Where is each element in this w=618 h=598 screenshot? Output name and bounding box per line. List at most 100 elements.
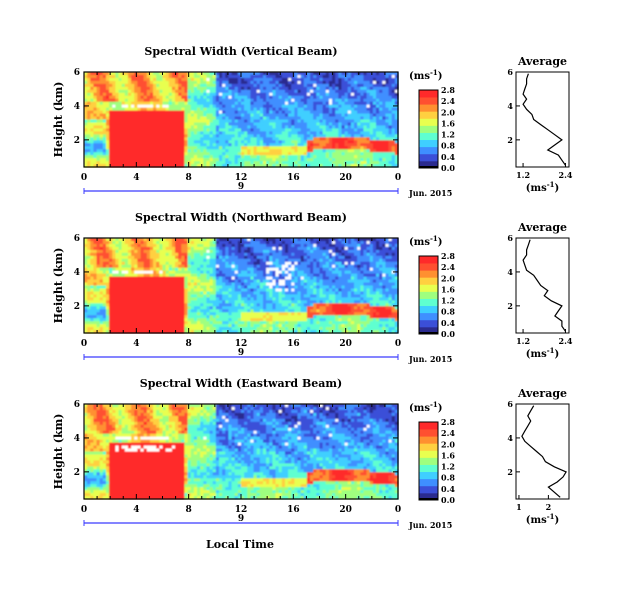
average-title: Average: [517, 221, 567, 234]
colorbar-segment: [419, 291, 438, 299]
chart-title: Spectral Width (Eastward Beam): [140, 377, 342, 390]
x-tick-label: 12: [235, 173, 248, 183]
y-tick-label: 2: [74, 302, 80, 312]
day-label: 9: [238, 182, 244, 192]
colorbar-tick-label: 0.8: [441, 307, 455, 317]
average-frame: [515, 71, 570, 168]
colorbar-segment: [419, 284, 438, 292]
x-tick-label: 4: [133, 173, 139, 183]
colorbar-frame: [418, 89, 439, 169]
heatmap: [84, 404, 399, 500]
colorbar-tick-label: 0.0: [441, 329, 455, 339]
colorbar-segment: [419, 319, 438, 328]
average-frame: [515, 403, 570, 500]
x-tick-label: 12: [235, 505, 248, 515]
day-label: 9: [238, 514, 244, 524]
date-label: Jun. 2015: [408, 520, 452, 530]
chart-panel-3: Spectral Width (Eastward Beam) 2 4 6 Height …: [52, 377, 570, 530]
colorbar-segment: [419, 305, 438, 314]
colorbar-tick-label: 0.8: [441, 141, 455, 151]
colorbar-tick-label: 1.2: [441, 130, 455, 140]
colorbar-segment: [419, 492, 438, 501]
colorbar-segment: [419, 298, 438, 307]
colorbar-tick-label: 1.2: [441, 296, 455, 306]
average-x-label: (ms-1): [526, 180, 559, 194]
colorbar-segment: [419, 263, 438, 271]
colorbar-unit: (ms-1): [409, 68, 442, 82]
colorbar-segment: [419, 90, 438, 98]
colorbar-segment: [419, 457, 438, 465]
average-x-tick-label: 1: [516, 502, 522, 512]
colorbar: 0.00.40.81.2 1.62.02.42.8 (ms-1): [409, 234, 455, 339]
colorbar-tick-label: 0.4: [441, 318, 455, 328]
x-tick-label: 12: [235, 339, 248, 349]
colorbar-segment: [419, 97, 438, 105]
x-axis-label: Local Time: [206, 538, 274, 551]
colorbar-segment: [419, 429, 438, 437]
average-profile: Average 2 4 6 1.2 2.4(ms-1): [507, 55, 572, 194]
average-profile-line: [522, 73, 566, 166]
colorbar-floor: [419, 166, 438, 168]
average-y-tick-label: 6: [507, 233, 513, 243]
day-label: 9: [238, 348, 244, 358]
average-x-label: (ms-1): [526, 346, 559, 360]
chart-panel-1: Spectral Width (Vertical Beam) 2 4 6 Height …: [52, 45, 573, 198]
y-axis-label: Height (km): [52, 82, 65, 158]
average-title: Average: [517, 387, 567, 400]
average-y-tick-label: 4: [507, 267, 513, 277]
x-tick-label: 20: [339, 505, 352, 515]
y-tick-label: 6: [74, 234, 80, 244]
colorbar-tick-label: 2.8: [441, 85, 455, 95]
colorbar-segment: [419, 326, 438, 335]
y-axis-label: Height (km): [52, 248, 65, 324]
x-tick-label: 8: [186, 505, 192, 515]
colorbar-segment: [419, 436, 438, 444]
average-y-tick-label: 4: [507, 101, 513, 111]
chart-title: Spectral Width (Northward Beam): [135, 211, 347, 224]
x-tick-label: 4: [133, 339, 139, 349]
colorbar-segment: [419, 270, 438, 278]
colorbar-segment: [419, 139, 438, 148]
colorbar-frame: [418, 255, 439, 335]
y-tick-label: 4: [74, 102, 80, 112]
x-tick-label: 20: [339, 339, 352, 349]
colorbar-segment: [419, 485, 438, 494]
x-tick-label: 0: [81, 339, 87, 349]
colorbar-segment: [419, 443, 438, 451]
average-y-tick-label: 2: [507, 467, 513, 477]
date-label: Jun. 2015: [408, 188, 452, 198]
colorbar-tick-label: 2.4: [441, 96, 455, 106]
colorbar-segment: [419, 277, 438, 285]
average-y-tick-label: 2: [507, 301, 513, 311]
y-tick-label: 2: [74, 468, 80, 478]
x-tick-label: 8: [186, 339, 192, 349]
colorbar-tick-label: 1.2: [441, 462, 455, 472]
x-tick-label: 8: [186, 173, 192, 183]
colorbar-frame: [418, 421, 439, 501]
average-x-label: (ms-1): [526, 512, 559, 526]
average-y-tick-label: 6: [507, 399, 513, 409]
average-y-tick-label: 6: [507, 67, 513, 77]
y-tick-label: 6: [74, 400, 80, 410]
average-x-tick-label: 1.2: [516, 336, 530, 346]
colorbar-tick-label: 0.0: [441, 163, 455, 173]
x-tick-label: 0: [395, 339, 401, 349]
colorbar-tick-label: 2.0: [441, 439, 455, 449]
x-tick-label: 0: [395, 505, 401, 515]
chart-panel-2: Spectral Width (Northward Beam) 2 4 6 Height…: [52, 211, 573, 364]
average-x-tick-label: 2: [546, 502, 552, 512]
y-tick-label: 6: [74, 68, 80, 78]
colorbar: 0.00.40.81.2 1.62.02.42.8 (ms-1): [409, 400, 455, 505]
x-tick-label: 0: [395, 173, 401, 183]
colorbar-tick-label: 2.4: [441, 262, 455, 272]
average-x-tick-label: 1.2: [516, 170, 530, 180]
y-tick-label: 2: [74, 136, 80, 146]
colorbar-segment: [419, 160, 438, 169]
colorbar-segment: [419, 132, 438, 141]
average-x-tick-label: 2.4: [559, 336, 573, 346]
colorbar-tick-label: 2.0: [441, 107, 455, 117]
colorbar-unit: (ms-1): [409, 234, 442, 248]
y-axis-label: Height (km): [52, 414, 65, 490]
x-tick-label: 16: [287, 339, 300, 349]
